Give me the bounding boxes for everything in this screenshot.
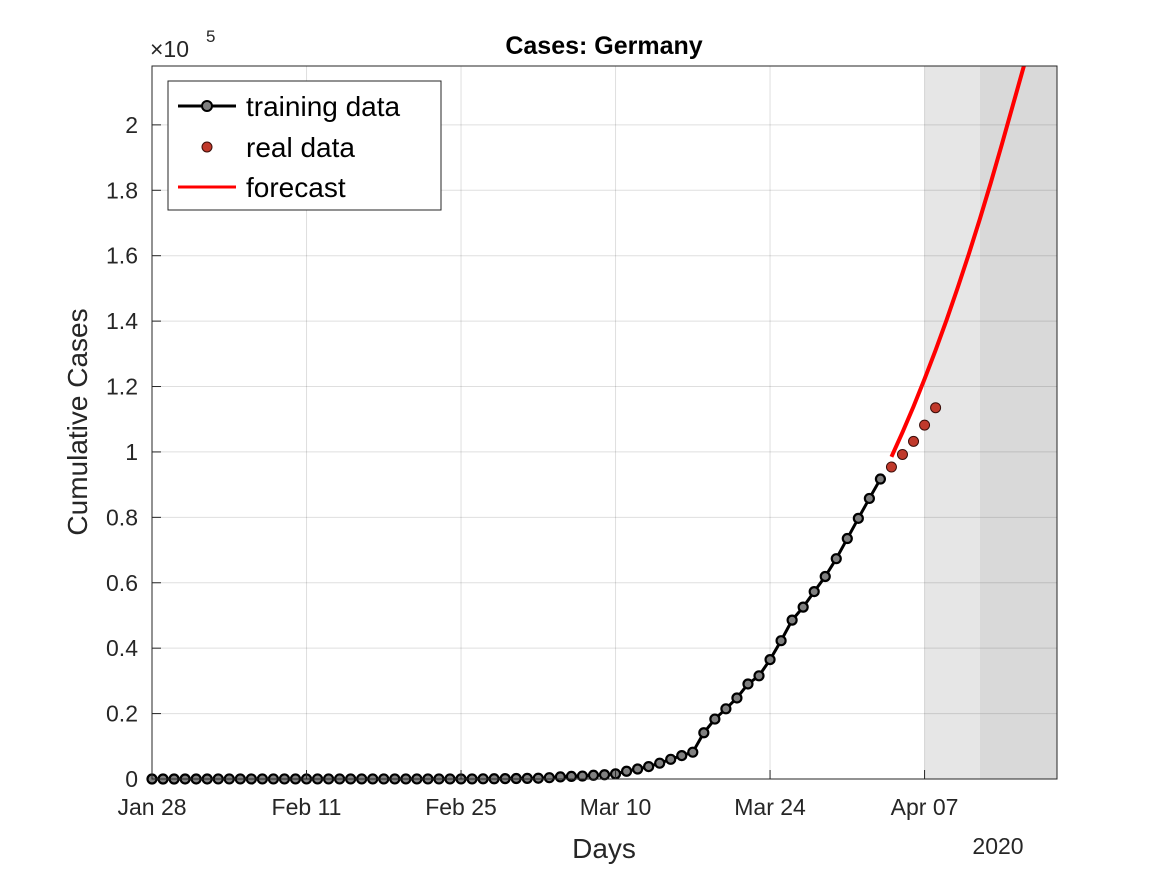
y-exponent-base: ×10 <box>150 36 189 62</box>
training-data-point <box>841 532 853 545</box>
x-year-label: 2020 <box>972 833 1023 859</box>
series-real-data <box>885 402 942 473</box>
x-tick-label: Mar 10 <box>580 794 652 820</box>
training-data-point <box>775 635 787 647</box>
x-tick-label: Feb 11 <box>272 794 342 820</box>
training-data-point <box>521 772 533 784</box>
forecast-line <box>889 65 1026 458</box>
training-data-point <box>698 727 710 739</box>
legend-marker-real <box>201 141 213 153</box>
x-tick-label: Mar 24 <box>734 794 806 820</box>
y-tick-label: 0.4 <box>106 635 138 661</box>
training-data-point <box>620 765 633 777</box>
training-data-point <box>565 770 577 782</box>
training-data-point <box>852 512 864 524</box>
training-data-point <box>720 703 732 715</box>
real-data-point <box>885 461 897 473</box>
training-data-point <box>598 769 611 781</box>
y-tick-label: 1 <box>125 439 138 465</box>
training-data-point <box>786 614 798 626</box>
y-tick-label: 1.4 <box>106 308 138 334</box>
shaded-region-0 <box>924 66 980 779</box>
training-data-point <box>665 753 677 765</box>
training-data-line <box>152 478 882 781</box>
y-tick-label: 2 <box>125 112 138 138</box>
training-data-point <box>863 492 875 505</box>
training-data-point <box>753 670 765 682</box>
training-data-point <box>543 772 555 784</box>
y-tick-label: 0 <box>125 766 138 792</box>
training-data-point <box>731 692 743 704</box>
legend-marker-training <box>201 100 213 112</box>
plot-frame <box>151 65 1058 780</box>
training-data-point <box>687 746 699 758</box>
training-data-point <box>643 760 655 773</box>
training-data-point <box>676 749 688 762</box>
chart-title: Cases: Germany <box>505 32 702 60</box>
training-data-point <box>830 553 842 565</box>
x-tick-label: Apr 07 <box>891 794 959 820</box>
y-tick-label: 0.8 <box>106 504 138 530</box>
x-axis-label: Days <box>572 833 636 864</box>
y-tick-labels: 0 0.2 0.4 0.6 0.8 1 1.2 1.4 1.6 1.8 2 <box>106 112 138 792</box>
y-exponent-power: 5 <box>206 27 215 46</box>
training-data-point <box>742 678 754 690</box>
training-data-point <box>532 772 544 784</box>
series-training-data <box>146 473 887 785</box>
training-data-point <box>554 771 566 783</box>
training-data-point <box>797 601 809 613</box>
y-tick-label: 0.6 <box>106 570 138 596</box>
training-data-point <box>874 473 887 485</box>
y-tick-label: 1.6 <box>106 243 138 269</box>
tick-marks <box>151 124 926 780</box>
x-tick-labels: Jan 28 Feb 11 Feb 25 Mar 10 Mar 24 Apr 07 <box>117 794 958 820</box>
legend: training data real data forecast <box>167 80 442 211</box>
y-tick-label: 1.2 <box>106 374 138 400</box>
y-tick-label: 0.2 <box>106 701 138 727</box>
real-data-point <box>919 419 931 431</box>
shaded-region-1 <box>979 66 1057 779</box>
legend-label-forecast: forecast <box>246 172 346 203</box>
series-forecast <box>889 65 1026 458</box>
y-tick-label: 1.8 <box>106 177 138 203</box>
y-axis-label: Cumulative Cases <box>62 308 93 535</box>
training-data-point <box>764 653 776 666</box>
training-data-point <box>587 769 600 781</box>
training-data-point <box>654 757 666 769</box>
training-data-point <box>576 770 589 782</box>
x-tick-label: Feb 25 <box>425 794 497 820</box>
real-data-point <box>896 448 908 460</box>
real-data-point <box>930 402 942 414</box>
forecast-shading <box>924 66 1057 779</box>
x-tick-label: Jan 28 <box>117 794 186 820</box>
real-data-point <box>908 435 920 447</box>
training-data-point <box>632 763 644 775</box>
legend-label-training: training data <box>246 91 401 122</box>
legend-label-real: real data <box>246 132 355 163</box>
training-data-point <box>808 585 820 598</box>
training-data-point <box>709 713 721 725</box>
training-data-point <box>819 570 831 583</box>
